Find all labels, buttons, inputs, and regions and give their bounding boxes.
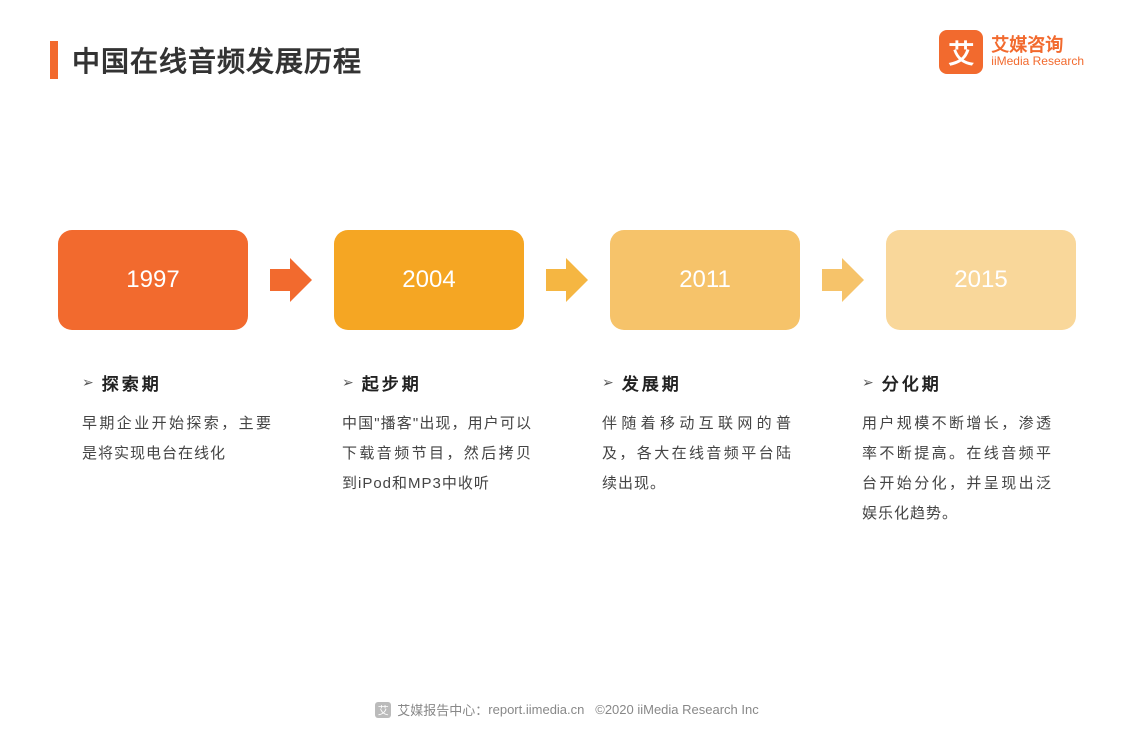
stage-title-row: ➢ 起步期 (342, 370, 532, 395)
timeline-row: 1997 2004 2011 2015 (0, 230, 1134, 330)
footer-copyright: ©2020 iiMedia Research Inc (595, 702, 759, 717)
arrow-icon (822, 258, 864, 302)
title-bar: 中国在线音频发展历程 (50, 40, 362, 80)
descriptions-row: ➢ 探索期早期企业开始探索，主要是将实现电台在线化 ➢ 起步期中国"播客"出现，用户可… (0, 370, 1134, 529)
stage-body: 用户规模不断增长，渗透率不断提高。在线音频平台开始分化，并呈现出泛娱乐化趋势。 (862, 409, 1052, 529)
footer-logo-icon: 艾 (375, 702, 391, 718)
stage-box-2015: 2015 (886, 230, 1076, 330)
arrow-icon (270, 258, 312, 302)
stage-body: 中国"播客"出现，用户可以下载音频节目，然后拷贝到iPod和MP3中收听 (342, 409, 532, 499)
stage-title: 起步期 (362, 370, 422, 395)
stage-title-row: ➢ 发展期 (602, 370, 792, 395)
stage-box-2004: 2004 (334, 230, 524, 330)
stage-title-row: ➢ 探索期 (82, 370, 272, 395)
stage-body: 早期企业开始探索，主要是将实现电台在线化 (82, 409, 272, 469)
arrow-icon (546, 258, 588, 302)
footer-sep (584, 702, 595, 717)
stage-body: 伴随着移动互联网的普及，各大在线音频平台陆续出现。 (602, 409, 792, 499)
stage-title-row: ➢ 分化期 (862, 370, 1052, 395)
footer: 艾 艾媒报告中心： report.iimedia.cn ©2020 iiMedi… (0, 700, 1134, 719)
logo-cn: 艾媒咨询 (991, 36, 1084, 56)
chevron-right-icon: ➢ (342, 374, 354, 391)
page-title: 中国在线音频发展历程 (72, 40, 362, 80)
chevron-right-icon: ➢ (862, 374, 874, 391)
footer-label: 艾媒报告中心： (397, 700, 488, 719)
brand-logo: 艾 艾媒咨询 iiMedia Research (939, 30, 1084, 74)
stage-desc-2011: ➢ 发展期伴随着移动互联网的普及，各大在线音频平台陆续出现。 (602, 370, 792, 529)
stage-title: 发展期 (622, 370, 682, 395)
chevron-right-icon: ➢ (82, 374, 94, 391)
footer-url: report.iimedia.cn (488, 702, 584, 717)
stage-title: 探索期 (102, 370, 162, 395)
stage-desc-1997: ➢ 探索期早期企业开始探索，主要是将实现电台在线化 (82, 370, 272, 529)
slide-root: 中国在线音频发展历程 艾 艾媒咨询 iiMedia Research 1997 2… (0, 0, 1134, 737)
logo-en: iiMedia Research (991, 55, 1084, 68)
stage-box-2011: 2011 (610, 230, 800, 330)
stage-desc-2015: ➢ 分化期用户规模不断增长，渗透率不断提高。在线音频平台开始分化，并呈现出泛娱乐化… (862, 370, 1052, 529)
logo-mark-icon: 艾 (939, 30, 983, 74)
stage-box-1997: 1997 (58, 230, 248, 330)
logo-text: 艾媒咨询 iiMedia Research (991, 36, 1084, 69)
title-accent (50, 41, 58, 79)
stage-desc-2004: ➢ 起步期中国"播客"出现，用户可以下载音频节目，然后拷贝到iPod和MP3中收听 (342, 370, 532, 529)
stage-title: 分化期 (882, 370, 942, 395)
chevron-right-icon: ➢ (602, 374, 614, 391)
